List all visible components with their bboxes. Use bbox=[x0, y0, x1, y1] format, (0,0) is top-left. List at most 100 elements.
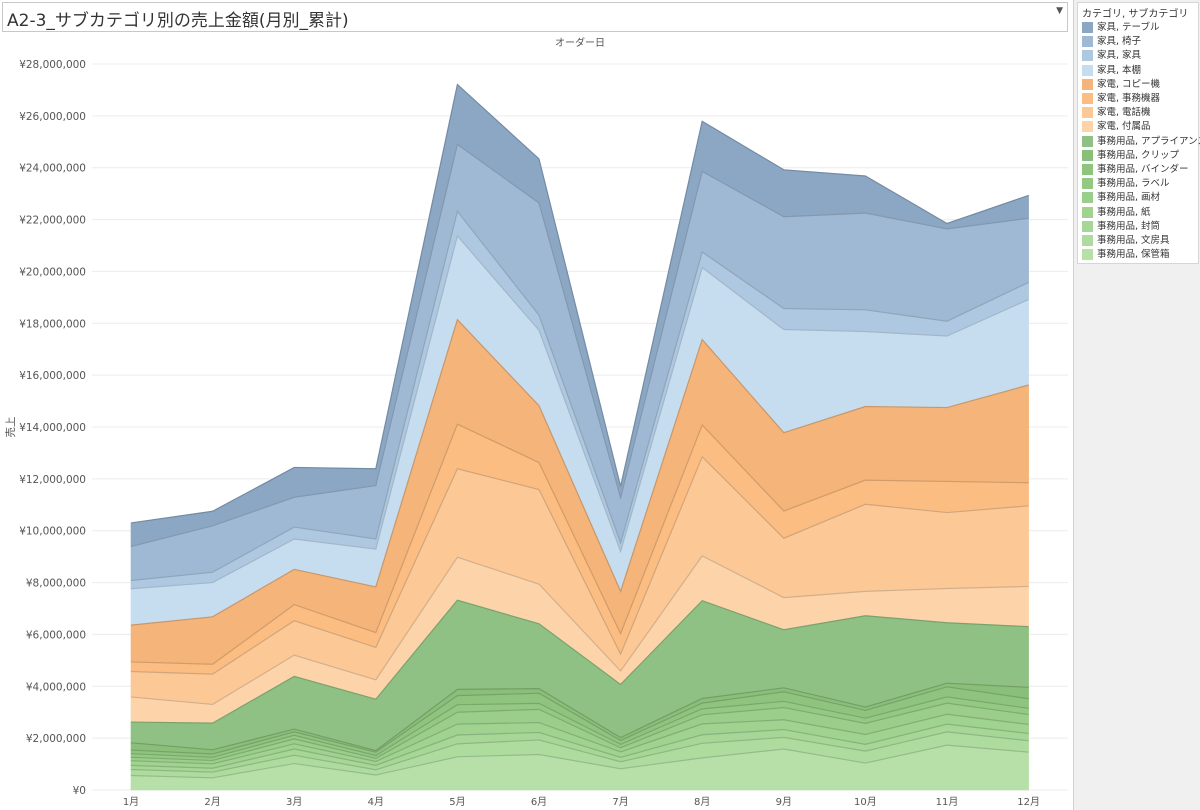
legend-label: 家電, 付属品 bbox=[1097, 121, 1151, 133]
y-tick-label: ¥8,000,000 bbox=[26, 578, 86, 590]
legend-label: 事務用品, 保管箱 bbox=[1097, 249, 1170, 261]
legend-label: 事務用品, バインダー bbox=[1097, 164, 1189, 175]
legend-label: 事務用品, 紙 bbox=[1097, 206, 1151, 218]
x-tick-label: 6月 bbox=[531, 796, 547, 808]
legend-item[interactable]: 家電, コピー機 bbox=[1082, 78, 1198, 91]
legend-item[interactable]: 家具, 本棚 bbox=[1082, 64, 1198, 77]
stacked-area-chart: ¥0 ¥2,000,000 ¥4,000,000 ¥6,000,000 ¥8,000,0… bbox=[4, 36, 1068, 808]
legend-item[interactable]: 事務用品, 保管箱 bbox=[1082, 248, 1198, 261]
legend-swatch bbox=[1082, 36, 1093, 48]
legend-item[interactable]: 事務用品, バインダー bbox=[1082, 163, 1198, 176]
y-tick-label: ¥2,000,000 bbox=[26, 733, 86, 745]
legend-item[interactable]: 事務用品, 画材 bbox=[1082, 191, 1198, 204]
series-line bbox=[130, 455, 1029, 675]
y-tick-label: ¥0 bbox=[73, 785, 86, 797]
legend-label: 事務用品, 画材 bbox=[1097, 192, 1161, 204]
x-tick-label: 5月 bbox=[449, 796, 465, 808]
y-tick-label: ¥24,000,000 bbox=[19, 163, 86, 175]
x-tick-label: 9月 bbox=[776, 796, 792, 808]
legend-item[interactable]: 事務用品, アプライアンス bbox=[1082, 135, 1200, 148]
series-line bbox=[130, 599, 1029, 724]
legend-item[interactable]: 事務用品, ラベル bbox=[1082, 177, 1198, 190]
legend-swatch bbox=[1082, 135, 1093, 147]
series-line bbox=[130, 423, 1029, 665]
series-line bbox=[130, 702, 1029, 762]
legend-swatch bbox=[1082, 235, 1093, 246]
series-line bbox=[130, 696, 1029, 758]
series-line bbox=[130, 143, 1029, 548]
legend-label: 家具, 本棚 bbox=[1097, 64, 1142, 76]
x-tick-label: 2月 bbox=[204, 796, 220, 808]
legend-label: 事務用品, 文房具 bbox=[1097, 235, 1170, 246]
y-tick-label: ¥26,000,000 bbox=[19, 111, 86, 123]
series-line bbox=[130, 83, 1029, 524]
legend-swatch bbox=[1082, 22, 1093, 33]
legend-panel: カテゴリ, サブカテゴリ 家具, テーブル 家具, 椅子 家具, 家具 家具, 本棚家… bbox=[1073, 0, 1200, 810]
legend: カテゴリ, サブカテゴリ 家具, テーブル 家具, 椅子 家具, 家具 家具, 本棚家… bbox=[1077, 2, 1200, 264]
legend-swatch bbox=[1082, 50, 1093, 62]
legend-swatch bbox=[1082, 192, 1093, 204]
legend-label: 事務用品, クリップ bbox=[1097, 149, 1180, 161]
series-line bbox=[130, 713, 1029, 765]
legend-label: 家電, 事務機器 bbox=[1097, 93, 1161, 104]
title-bar[interactable]: A2-3_サブカテゴリ別の売上金額(月別_累計) ▼ bbox=[2, 2, 1068, 32]
legend-item[interactable]: 事務用品, クリップ bbox=[1082, 149, 1198, 162]
series-line bbox=[130, 744, 1029, 779]
legend-swatch bbox=[1082, 164, 1093, 175]
chart-title: A2-3_サブカテゴリ別の売上金額(月別_累計) bbox=[7, 11, 349, 31]
legend-item[interactable]: 家具, テーブル bbox=[1082, 21, 1198, 34]
x-axis-title: オーダー日 bbox=[555, 36, 605, 49]
legend-swatch bbox=[1082, 206, 1093, 218]
x-tick-label: 3月 bbox=[286, 796, 302, 808]
legend-item[interactable]: 家具, 椅子 bbox=[1082, 35, 1198, 48]
legend-label: 家電, コピー機 bbox=[1097, 78, 1161, 90]
legend-item[interactable]: 事務用品, 封筒 bbox=[1082, 220, 1198, 233]
legend-item[interactable]: 家具, 家具 bbox=[1082, 49, 1198, 62]
y-tick-label: ¥12,000,000 bbox=[19, 474, 86, 486]
y-tick-label: ¥4,000,000 bbox=[26, 681, 86, 693]
legend-item[interactable]: 家電, 事務機器 bbox=[1082, 92, 1198, 105]
legend-label: 家電, 電話機 bbox=[1097, 107, 1151, 119]
legend-swatch bbox=[1082, 220, 1093, 232]
legend-label: 事務用品, アプライアンス bbox=[1097, 135, 1200, 147]
x-tick-label: 12月 bbox=[1017, 796, 1040, 808]
legend-item[interactable]: 事務用品, 紙 bbox=[1082, 206, 1198, 219]
legend-swatch bbox=[1082, 178, 1093, 190]
legend-label: 家具, 椅子 bbox=[1097, 36, 1142, 48]
legend-swatch bbox=[1082, 78, 1093, 90]
x-tick-label: 10月 bbox=[854, 796, 877, 808]
legend-item[interactable]: 事務用品, 文房具 bbox=[1082, 234, 1198, 247]
legend-title: カテゴリ, サブカテゴリ bbox=[1082, 9, 1189, 20]
legend-swatch bbox=[1082, 121, 1093, 133]
y-tick-label: ¥22,000,000 bbox=[19, 215, 86, 227]
y-tick-label: ¥6,000,000 bbox=[26, 629, 86, 641]
series-line bbox=[130, 682, 1029, 752]
x-tick-label: 7月 bbox=[612, 796, 628, 808]
x-tick-label: 11月 bbox=[936, 796, 959, 808]
series-line bbox=[130, 234, 1029, 590]
x-tick-label: 1月 bbox=[123, 796, 139, 808]
legend-label: 事務用品, ラベル bbox=[1097, 178, 1170, 190]
x-tick-label: 8月 bbox=[694, 796, 710, 808]
y-tick-label: ¥18,000,000 bbox=[19, 318, 86, 330]
y-tick-label: ¥20,000,000 bbox=[19, 266, 86, 278]
series-line bbox=[130, 723, 1029, 769]
series-line bbox=[130, 318, 1029, 626]
series-line bbox=[130, 686, 1029, 755]
series-line bbox=[130, 209, 1029, 582]
caret-down-icon[interactable]: ▼ bbox=[1056, 6, 1063, 16]
legend-item[interactable]: 家電, 電話機 bbox=[1082, 106, 1198, 119]
legend-swatch bbox=[1082, 64, 1093, 76]
y-tick-label: ¥28,000,000 bbox=[19, 59, 86, 71]
legend-swatch bbox=[1082, 93, 1093, 104]
legend-label: 家具, 家具 bbox=[1097, 50, 1142, 62]
y-axis-title: 売上 bbox=[4, 417, 17, 438]
legend-item[interactable]: 家電, 付属品 bbox=[1082, 120, 1198, 133]
y-tick-label: ¥16,000,000 bbox=[19, 370, 86, 382]
y-tick-label: ¥14,000,000 bbox=[19, 422, 86, 434]
series-line bbox=[130, 555, 1029, 706]
series-line bbox=[130, 731, 1029, 773]
legend-swatch bbox=[1082, 107, 1093, 119]
legend-swatch bbox=[1082, 149, 1093, 161]
legend-label: 事務用品, 封筒 bbox=[1097, 220, 1161, 232]
